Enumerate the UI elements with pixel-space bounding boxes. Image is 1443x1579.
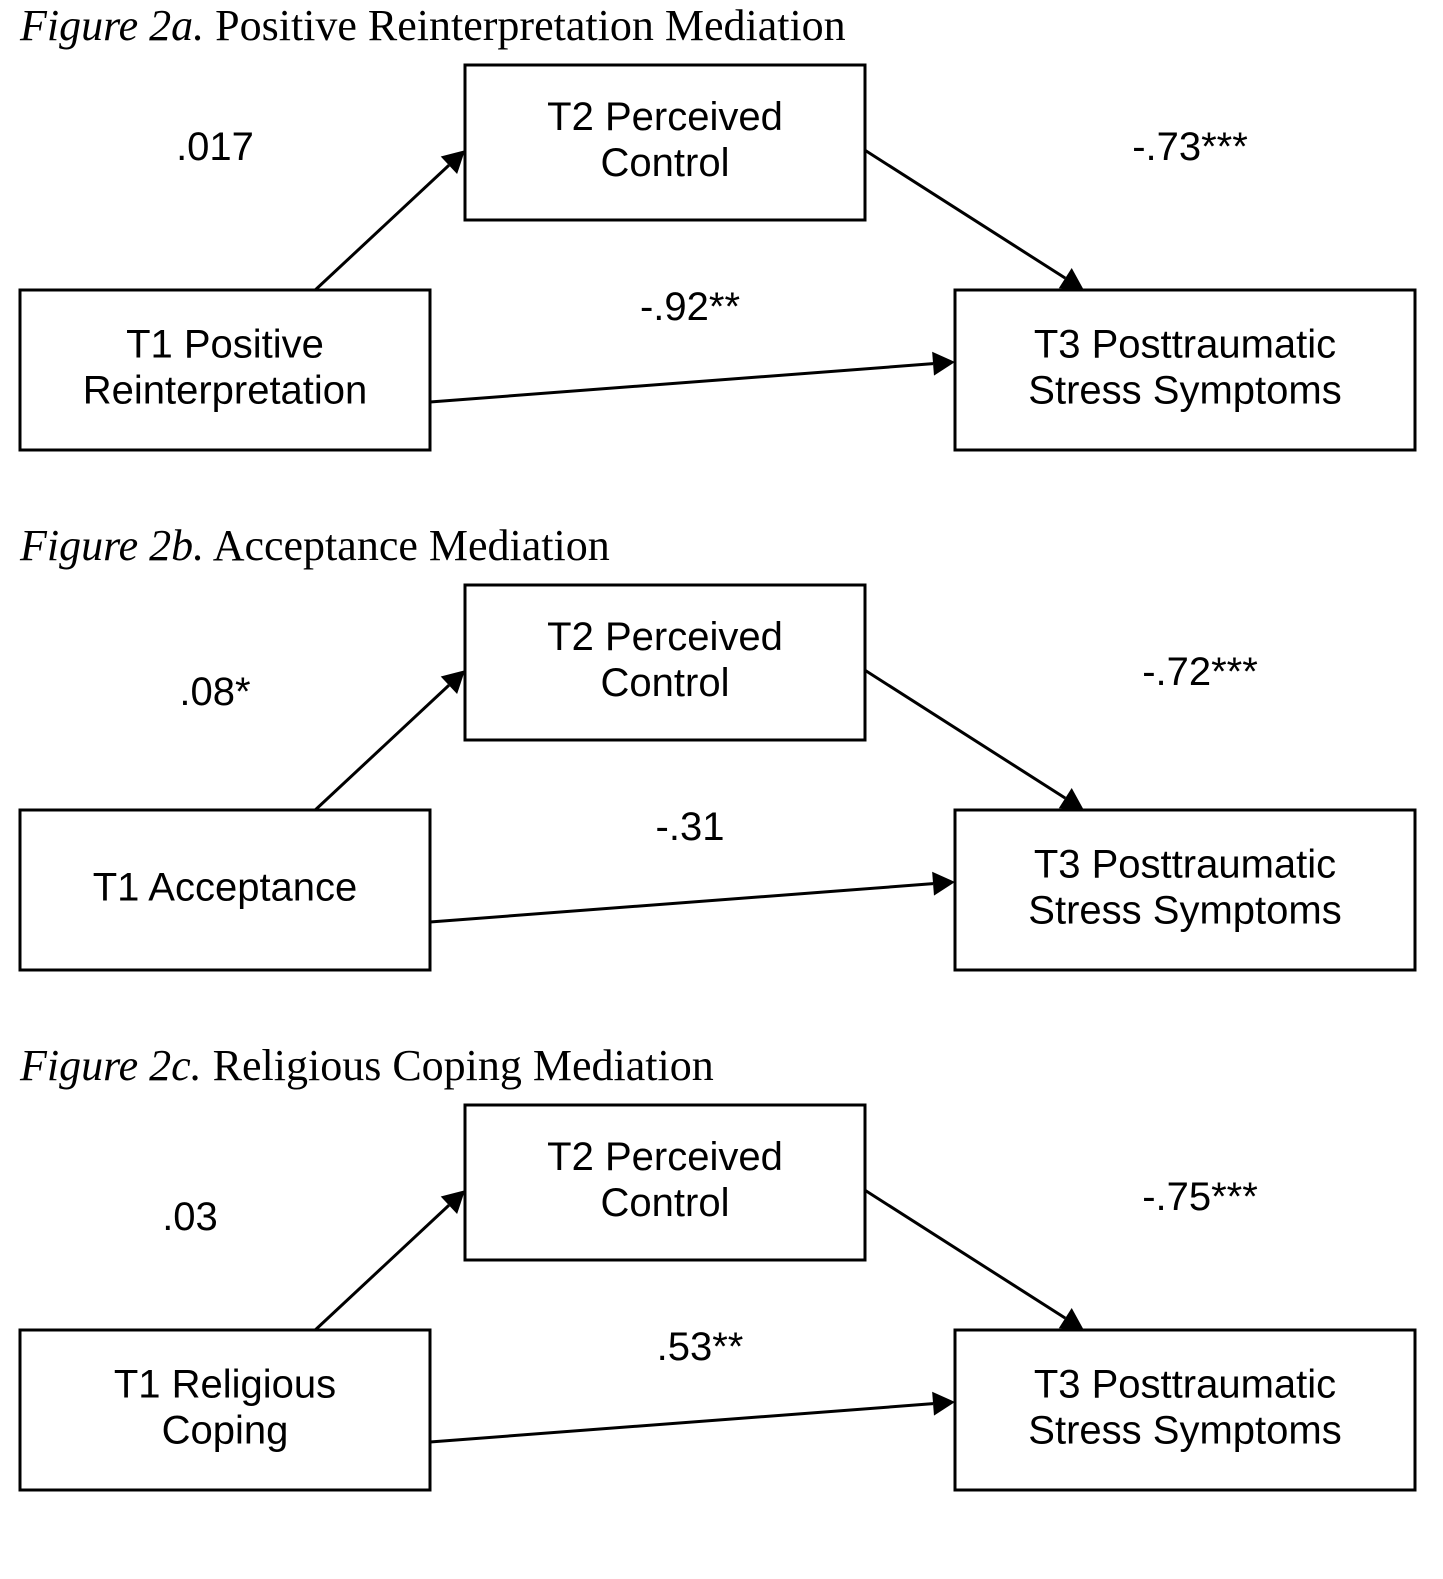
edge-line — [865, 150, 1065, 278]
edge-line — [865, 1190, 1065, 1318]
node-right-label: T3 Posttraumatic — [1034, 323, 1336, 367]
node-top-label: Control — [601, 141, 730, 185]
arrow-head — [1059, 1308, 1084, 1330]
edge-line — [430, 364, 933, 402]
edge-b-label: -.72*** — [1142, 650, 1258, 694]
node-top-label: T2 Perceived — [547, 615, 783, 659]
figure-title: Figure 2b. Acceptance Mediation — [19, 521, 610, 570]
edge-b-label: -.75*** — [1142, 1175, 1258, 1219]
edge-line — [865, 670, 1065, 798]
node-top-label: T2 Perceived — [547, 95, 783, 139]
arrow-head — [1059, 788, 1084, 810]
node-right-label: T3 Posttraumatic — [1034, 1363, 1336, 1407]
node-left-label: Coping — [162, 1409, 289, 1453]
node-top-label: Control — [601, 1181, 730, 1225]
fig2b: Figure 2b. Acceptance Mediation T1 Accept… — [19, 521, 1415, 970]
figure-title: Figure 2c. Religious Coping Mediation — [19, 1041, 714, 1090]
fig2c: Figure 2c. Religious Coping Mediation T1 … — [19, 1041, 1415, 1490]
node-left-label: T1 Acceptance — [93, 866, 358, 910]
figure-title-prefix: Figure 2c. — [19, 1041, 202, 1090]
edge-c-label: .53** — [657, 1325, 744, 1369]
node-top-label: T2 Perceived — [547, 1135, 783, 1179]
arrow-head — [1059, 268, 1084, 290]
edge-line — [315, 685, 449, 810]
mediation-diagrams: Figure 2a. Positive Reinterpretation Med… — [0, 0, 1443, 1579]
edge-a-label: .08* — [179, 670, 250, 714]
node-right-label: T3 Posttraumatic — [1034, 843, 1336, 887]
figure-title-rest: Positive Reinterpretation Mediation — [204, 1, 846, 50]
node-right-label: Stress Symptoms — [1028, 369, 1341, 413]
node-left-label: T1 Positive — [126, 323, 324, 367]
node-right-label: Stress Symptoms — [1028, 1409, 1341, 1453]
edge-b-label: -.73*** — [1132, 125, 1248, 169]
edge-a-label: .03 — [162, 1195, 218, 1239]
figure-title-prefix: Figure 2a. — [19, 1, 204, 50]
edge-line — [315, 1205, 449, 1330]
edge-c-label: -.92** — [640, 285, 740, 329]
figure-title-rest: Religious Coping Mediation — [202, 1041, 714, 1090]
arrow-head — [932, 872, 955, 896]
fig2a: Figure 2a. Positive Reinterpretation Med… — [19, 1, 1415, 450]
node-top-label: Control — [601, 661, 730, 705]
edge-line — [430, 1404, 933, 1442]
figure-title-rest: Acceptance Mediation — [204, 521, 610, 570]
edge-line — [315, 165, 449, 290]
figure-title-prefix: Figure 2b. — [19, 521, 204, 570]
edge-line — [430, 884, 933, 922]
figure-title: Figure 2a. Positive Reinterpretation Med… — [19, 1, 846, 50]
node-left-label: Reinterpretation — [83, 369, 368, 413]
node-right-label: Stress Symptoms — [1028, 889, 1341, 933]
node-left-label: T1 Religious — [114, 1363, 336, 1407]
edge-a-label: .017 — [176, 125, 254, 169]
arrow-head — [932, 1392, 955, 1416]
edge-c-label: -.31 — [656, 805, 725, 849]
arrow-head — [932, 352, 955, 376]
